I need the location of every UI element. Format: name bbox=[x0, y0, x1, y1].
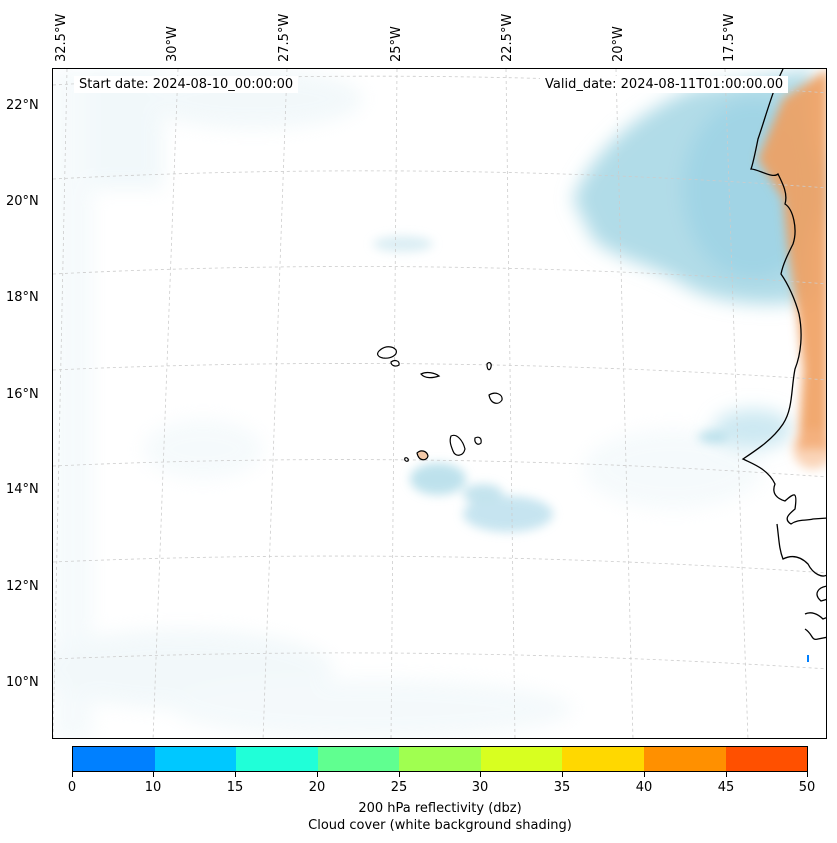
colorbar-tick-label: 20 bbox=[308, 780, 326, 795]
colorbar-segment bbox=[236, 747, 318, 771]
cloud-cover-faint bbox=[53, 69, 763, 738]
island-sao-vicente bbox=[390, 359, 400, 367]
colorbar-tick bbox=[399, 772, 400, 777]
colorbar-tick bbox=[807, 772, 808, 777]
colorbar-segment bbox=[725, 747, 808, 771]
colorbar-tick bbox=[153, 772, 154, 777]
colorbar-tick bbox=[235, 772, 236, 777]
lon-label: 32.5°W bbox=[54, 13, 69, 62]
island-santo-antao bbox=[377, 346, 397, 359]
colorbar-segment bbox=[73, 747, 155, 771]
colorbar-tick-label: 45 bbox=[717, 780, 735, 795]
graticule bbox=[53, 69, 826, 738]
colorbar-label: 200 hPa reflectivity (dbz) bbox=[358, 801, 522, 816]
colorbar-tick bbox=[480, 772, 481, 777]
lon-label: 27.5°W bbox=[277, 13, 292, 62]
lat-label: 12°N bbox=[6, 579, 39, 594]
lat-label: 10°N bbox=[6, 675, 39, 690]
colorbar-tick-label: 40 bbox=[635, 780, 653, 795]
lon-label: 22.5°W bbox=[500, 13, 515, 62]
colorbar-tick bbox=[72, 772, 73, 777]
island-fogo bbox=[416, 450, 429, 461]
colorbar-segment bbox=[643, 747, 726, 771]
island-santiago bbox=[449, 434, 466, 456]
colorbar-segment bbox=[399, 747, 481, 771]
lon-label: 30°W bbox=[165, 26, 180, 62]
colorbar-tick bbox=[644, 772, 645, 777]
cloud-cover-streaks bbox=[373, 236, 728, 532]
valid-date-label: Valid_date: 2024-08-11T01:00:00.00 bbox=[540, 76, 789, 93]
colorbar-segment bbox=[480, 747, 563, 771]
lat-label: 18°N bbox=[6, 290, 39, 305]
colorbar-tick bbox=[726, 772, 727, 777]
colorbar-tick-label: 50 bbox=[798, 780, 816, 795]
colorbar-segment bbox=[562, 747, 644, 771]
colorbar-tick-label: 15 bbox=[226, 780, 244, 795]
cape-verde-islands bbox=[377, 346, 503, 462]
lat-label: 20°N bbox=[6, 194, 39, 209]
island-maio bbox=[474, 436, 482, 445]
island-boa-vista bbox=[488, 392, 503, 404]
coastline bbox=[741, 69, 826, 640]
lon-label: 25°W bbox=[389, 26, 404, 62]
island-sao-nicolau bbox=[420, 371, 441, 379]
dust-layer bbox=[758, 70, 826, 469]
reflectivity-marker bbox=[807, 655, 809, 662]
lat-label: 14°N bbox=[6, 482, 39, 497]
map-canvas[interactable] bbox=[53, 69, 827, 739]
colorbar-sublabel: Cloud cover (white background shading) bbox=[308, 818, 572, 833]
colorbar-tick-label: 10 bbox=[144, 780, 162, 795]
colorbar-tick-label: 35 bbox=[553, 780, 571, 795]
colorbar-tick bbox=[317, 772, 318, 777]
colorbar-tick bbox=[562, 772, 563, 777]
lat-label: 16°N bbox=[6, 387, 39, 402]
island-sal bbox=[486, 361, 492, 371]
colorbar-segment bbox=[317, 747, 400, 771]
colorbar-tick-label: 0 bbox=[67, 780, 77, 795]
map-frame[interactable] bbox=[52, 68, 827, 739]
colorbar-tick-label: 25 bbox=[390, 780, 408, 795]
colorbar-segment bbox=[154, 747, 237, 771]
lat-label: 22°N bbox=[6, 98, 39, 113]
start-date-label: Start date: 2024-08-10_00:00:00 bbox=[74, 76, 299, 93]
lon-label: 20°W bbox=[611, 26, 626, 62]
colorbar bbox=[72, 746, 808, 772]
island-brava bbox=[404, 457, 409, 462]
colorbar-tick-label: 30 bbox=[471, 780, 489, 795]
lon-label: 17.5°W bbox=[722, 13, 737, 62]
